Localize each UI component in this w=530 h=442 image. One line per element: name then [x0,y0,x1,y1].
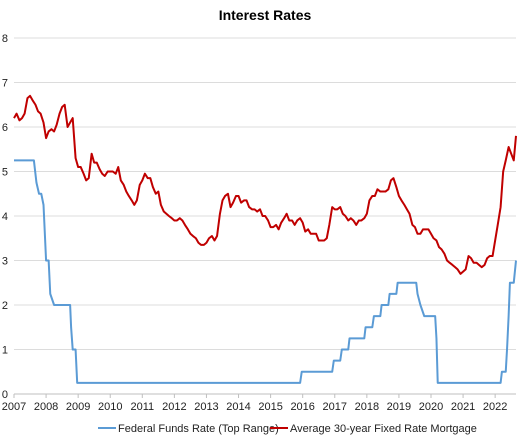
x-tick-label: 2013 [194,401,218,413]
x-tick-label: 2015 [258,401,282,413]
x-tick-label: 2007 [2,401,26,413]
x-tick-label: 2008 [34,401,58,413]
y-tick-label: 8 [2,33,8,45]
series-line-federal-funds-rate [14,159,517,384]
y-tick-label: 3 [2,256,8,268]
x-tick-labels: 2007 2008 2009 2010 2011 2012 2013 2014 2015 2016… [2,401,508,413]
series-line-mortgage-rate [13,94,517,275]
y-tick-label: 5 [2,167,8,179]
x-tick-label: 2022 [483,401,507,413]
x-tick-label: 2009 [66,401,90,413]
x-tick-label: 2012 [162,401,186,413]
gridlines [14,37,516,350]
legend-label: Federal Funds Rate (Top Range) [118,423,279,435]
x-tick-label: 2020 [419,401,443,413]
y-tick-label: 1 [2,345,8,357]
y-tick-label: 4 [2,211,8,223]
y-tick-label: 0 [2,389,8,401]
x-tick-label: 2016 [290,401,314,413]
x-tick-label: 2019 [387,401,411,413]
chart-title: Interest Rates [219,7,312,23]
x-tick-label: 2018 [355,401,379,413]
x-tick-label: 2014 [226,401,250,413]
series-lines [13,94,517,384]
y-tick-label: 7 [2,78,8,90]
legend-label: Average 30-year Fixed Rate Mortgage [290,423,477,435]
x-tick-label: 2011 [130,401,154,413]
x-tick-label: 2021 [451,401,475,413]
legend: Federal Funds Rate (Top Range) Average 30… [98,423,477,435]
axes [13,393,516,398]
x-tick-label: 2010 [98,401,122,413]
y-tick-label: 2 [2,300,8,312]
y-tick-labels: 0 1 2 3 4 5 6 7 8 [2,33,8,401]
y-tick-label: 6 [2,122,8,134]
x-tick-label: 2017 [323,401,347,413]
